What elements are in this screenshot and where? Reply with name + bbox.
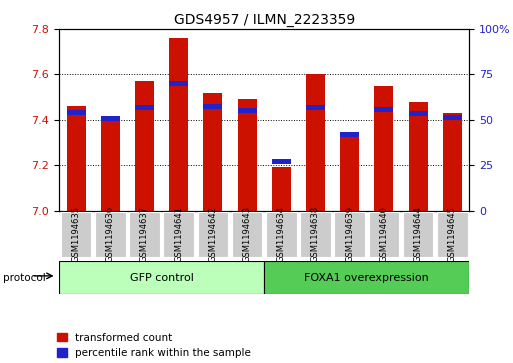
Text: GFP control: GFP control	[130, 273, 193, 283]
Text: protocol: protocol	[3, 273, 45, 283]
Bar	[409, 102, 427, 211]
Bar	[204, 93, 222, 211]
Bar	[238, 99, 256, 211]
Text: GSM1194635: GSM1194635	[72, 206, 81, 262]
Bar	[306, 106, 325, 110]
Bar	[67, 110, 86, 115]
FancyBboxPatch shape	[198, 212, 228, 257]
Bar	[238, 107, 256, 113]
FancyBboxPatch shape	[266, 212, 297, 257]
Text: GSM1194637: GSM1194637	[140, 206, 149, 262]
Bar	[340, 132, 359, 138]
Bar	[443, 115, 462, 120]
Bar	[306, 74, 325, 211]
Text: GSM1194638: GSM1194638	[311, 206, 320, 262]
FancyBboxPatch shape	[300, 212, 331, 257]
Bar	[340, 136, 359, 211]
FancyBboxPatch shape	[61, 212, 91, 257]
Text: GSM1194636: GSM1194636	[106, 206, 115, 262]
FancyBboxPatch shape	[334, 212, 365, 257]
FancyBboxPatch shape	[129, 212, 160, 257]
Bar	[101, 120, 120, 211]
Bar	[135, 105, 154, 110]
FancyBboxPatch shape	[232, 212, 263, 257]
FancyBboxPatch shape	[437, 212, 468, 257]
Bar	[374, 107, 393, 111]
Bar	[67, 106, 86, 211]
Text: GSM1194640: GSM1194640	[380, 206, 388, 262]
Bar	[443, 113, 462, 211]
FancyBboxPatch shape	[264, 261, 469, 294]
Bar	[272, 167, 291, 211]
Text: FOXA1 overexpression: FOXA1 overexpression	[304, 273, 429, 283]
FancyBboxPatch shape	[163, 212, 194, 257]
Legend: transformed count, percentile rank within the sample: transformed count, percentile rank withi…	[56, 333, 251, 358]
Bar	[374, 86, 393, 211]
FancyBboxPatch shape	[95, 212, 126, 257]
Bar	[169, 38, 188, 211]
FancyBboxPatch shape	[59, 261, 264, 294]
Bar	[204, 104, 222, 109]
Text: GSM1194642: GSM1194642	[208, 206, 218, 262]
Text: GSM1194634: GSM1194634	[277, 206, 286, 262]
Bar	[101, 116, 120, 121]
Bar	[272, 159, 291, 164]
FancyBboxPatch shape	[403, 212, 433, 257]
Title: GDS4957 / ILMN_2223359: GDS4957 / ILMN_2223359	[173, 13, 355, 26]
Text: GSM1194639: GSM1194639	[345, 206, 354, 262]
Bar	[409, 111, 427, 116]
Bar	[169, 81, 188, 86]
Bar	[135, 81, 154, 211]
FancyBboxPatch shape	[368, 212, 399, 257]
Text: GSM1194645: GSM1194645	[448, 206, 457, 262]
Text: GSM1194643: GSM1194643	[243, 206, 251, 262]
Text: GSM1194641: GSM1194641	[174, 206, 183, 262]
Text: GSM1194644: GSM1194644	[413, 206, 423, 262]
